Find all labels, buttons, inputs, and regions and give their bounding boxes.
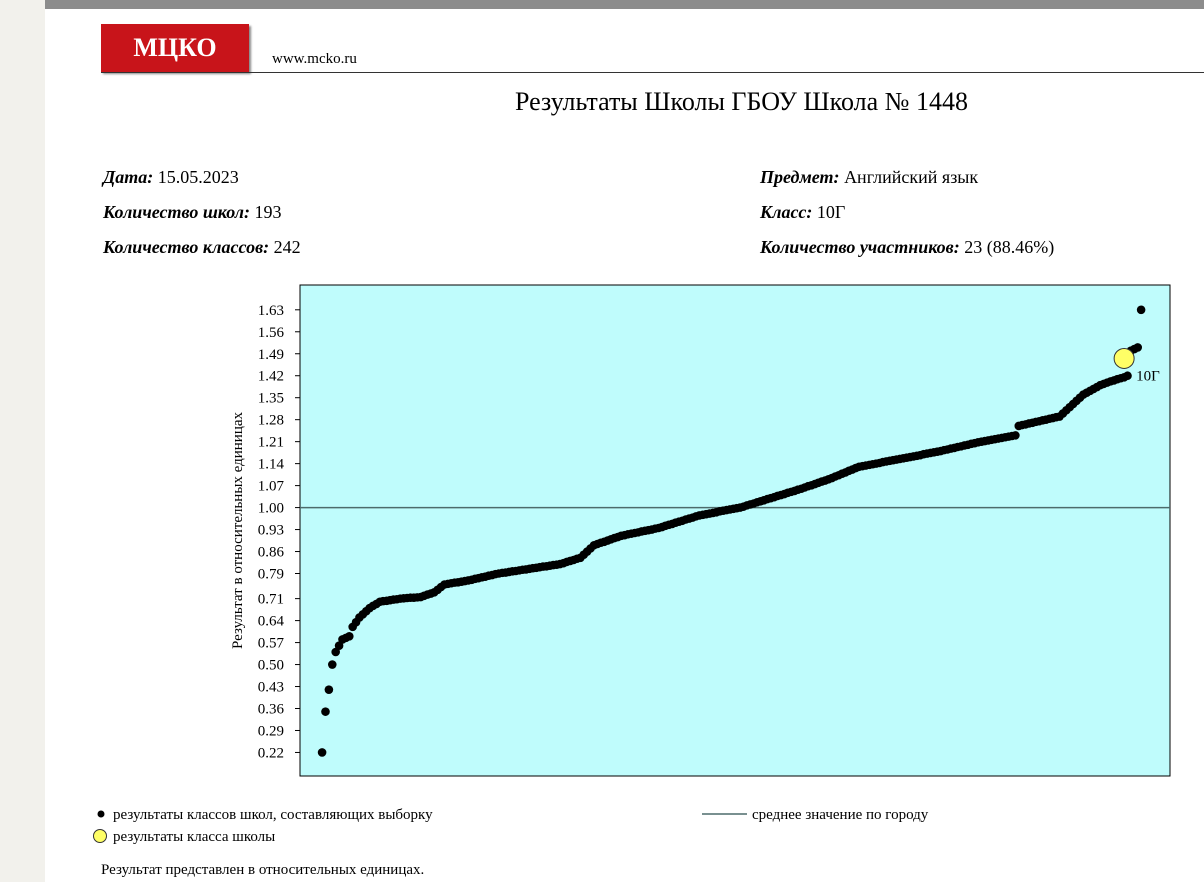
y-tick-label: 0.22 [258, 745, 284, 761]
y-tick-label: 1.56 [258, 325, 285, 341]
y-tick-label: 0.36 [258, 702, 285, 718]
legend-label: результаты классов школ, составляющих вы… [113, 807, 433, 823]
chart: 0.22 0.29 0.36 0.43 0.50 0.57 0.64 0.71 0.79 0.86… [93, 284, 1171, 845]
info-row: Предмет: Английский язык [760, 167, 978, 188]
point [327, 660, 337, 669]
logo: МЦКО [101, 24, 249, 72]
info-value: Английский язык [844, 167, 979, 187]
info-value: 10Г [816, 202, 846, 222]
plot-area [299, 284, 1171, 777]
info-value: 15.05.2023 [157, 167, 239, 187]
y-tick-label: 1.63 [258, 303, 284, 319]
y-tick-label: 0.57 [258, 636, 285, 652]
point [1133, 343, 1143, 352]
y-tick-label: 1.00 [258, 501, 284, 517]
url: www.mcko.ru [272, 51, 357, 67]
y-tick-label: 0.93 [258, 523, 284, 539]
info-label: Количество классов: [103, 237, 270, 257]
legend-label: среднее значение по городу [752, 807, 929, 823]
info-row: Количество участников: 23 (88.46%) [760, 237, 1054, 258]
y-tick-label: 1.14 [258, 457, 285, 473]
info-row: Количество школ: 193 [103, 202, 282, 223]
y-tick-label: 0.79 [258, 567, 284, 583]
info-label: Количество школ: [103, 202, 251, 222]
header-rule [101, 72, 1204, 73]
info-value: 242 [273, 237, 301, 257]
y-tick-label: 0.71 [258, 592, 284, 608]
y-tick-label: 1.07 [258, 479, 285, 495]
point [1136, 305, 1146, 315]
info-row: Дата: 15.05.2023 [103, 167, 239, 188]
point-label: 10Г [1136, 368, 1160, 384]
document: МЦКО www.mcko.ru Результаты Школы ГБОУ Ш… [45, 0, 1204, 882]
point [317, 748, 327, 757]
legend-circle [93, 829, 107, 843]
y-axis-label: Результат в относительных единицах [230, 411, 246, 649]
info-value: 23 (88.46%) [964, 237, 1055, 257]
y-tick-label: 0.86 [258, 545, 285, 561]
y-tick-label: 1.49 [258, 347, 284, 363]
y-tick-label: 1.42 [258, 369, 284, 385]
school-point [1113, 347, 1135, 369]
y-tick-label: 0.43 [258, 680, 284, 696]
info-label: Количество участников: [760, 237, 960, 257]
footnote: Результат представлен в относительных ед… [101, 862, 425, 878]
info-label: Дата: [103, 167, 154, 187]
info-value: 193 [254, 202, 282, 222]
info-row: Количество классов: 242 [103, 237, 301, 258]
legend-dot [97, 810, 105, 818]
info-label: Класс: [760, 202, 813, 222]
legend-label: результаты класса школы [113, 829, 275, 845]
point [344, 631, 354, 641]
title: Результаты Школы ГБОУ Школа № 1448 [515, 87, 968, 116]
info-label: Предмет: [760, 167, 840, 187]
y-tick-label: 1.21 [258, 435, 284, 451]
y-tick-label: 1.35 [258, 391, 284, 407]
y-tick-label: 1.28 [258, 413, 284, 429]
point [321, 707, 330, 716]
point [1123, 371, 1132, 381]
point [324, 685, 334, 694]
info-row: Класс: 10Г [760, 202, 845, 223]
y-tick-label: 0.29 [258, 723, 284, 739]
y-tick-label: 0.50 [258, 658, 284, 674]
point [1011, 431, 1020, 440]
point [334, 641, 344, 651]
y-tick-label: 0.64 [258, 614, 285, 630]
point [331, 647, 340, 657]
